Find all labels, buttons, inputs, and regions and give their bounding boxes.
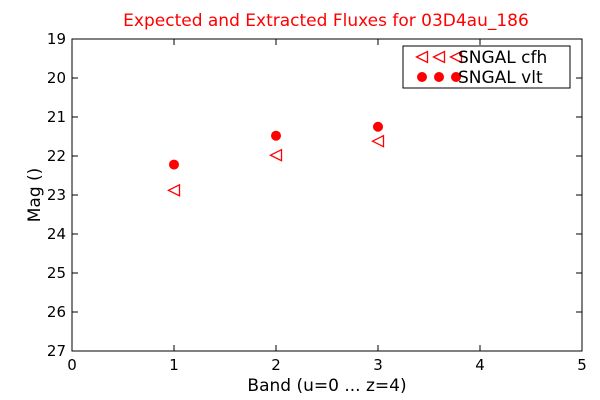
sngal-vlt-point [373,121,383,132]
plot-markers [167,121,385,197]
x-tick-label: 2 [271,356,281,374]
x-tick-label: 5 [577,356,587,374]
x-tick-label: 1 [169,356,179,374]
y-tick-label: 22 [47,147,66,165]
sngal-cfh-point [167,183,181,197]
legend-marker-sngal-cfh [432,50,446,64]
sngal-cfh-point [269,148,283,162]
legend-box [402,45,571,89]
x-tick-label: 4 [475,356,485,374]
y-tick-label: 27 [47,342,66,360]
legend-label-sngal-vlt: SNGAL vlt [458,68,543,88]
y-tick-label: 21 [47,108,66,126]
legend-marker-sngal-cfh [449,50,463,64]
y-tick-label: 25 [47,264,66,282]
legend-marker-sngal-vlt [434,72,444,82]
legend-marker-sngal-vlt [451,72,461,82]
legend-marker-sngal-cfh [415,50,429,64]
y-tick-label: 19 [47,30,66,48]
x-axis-label: Band (u=0 ... z=4) [247,376,406,396]
y-tick-label: 24 [47,225,66,243]
sngal-cfh-point [371,134,385,148]
x-tick-label: 0 [67,356,77,374]
y-axis-label: Mag () [25,168,45,223]
y-axis: 19 20 21 22 23 24 25 26 27 [47,30,582,360]
x-axis: 0 1 2 3 4 5 [67,39,587,374]
x-tick-label: 3 [373,356,383,374]
y-tick-label: 23 [47,186,66,204]
y-tick-label: 20 [47,69,66,87]
legend-marker-sngal-vlt [417,72,427,82]
sngal-vlt-point [169,159,179,170]
chart-title: Expected and Extracted Fluxes for 03D4au… [123,11,529,31]
y-tick-label: 26 [47,303,66,321]
sngal-vlt-point [271,130,281,141]
legend-label-sngal-cfh: SNGAL cfh [458,48,547,68]
